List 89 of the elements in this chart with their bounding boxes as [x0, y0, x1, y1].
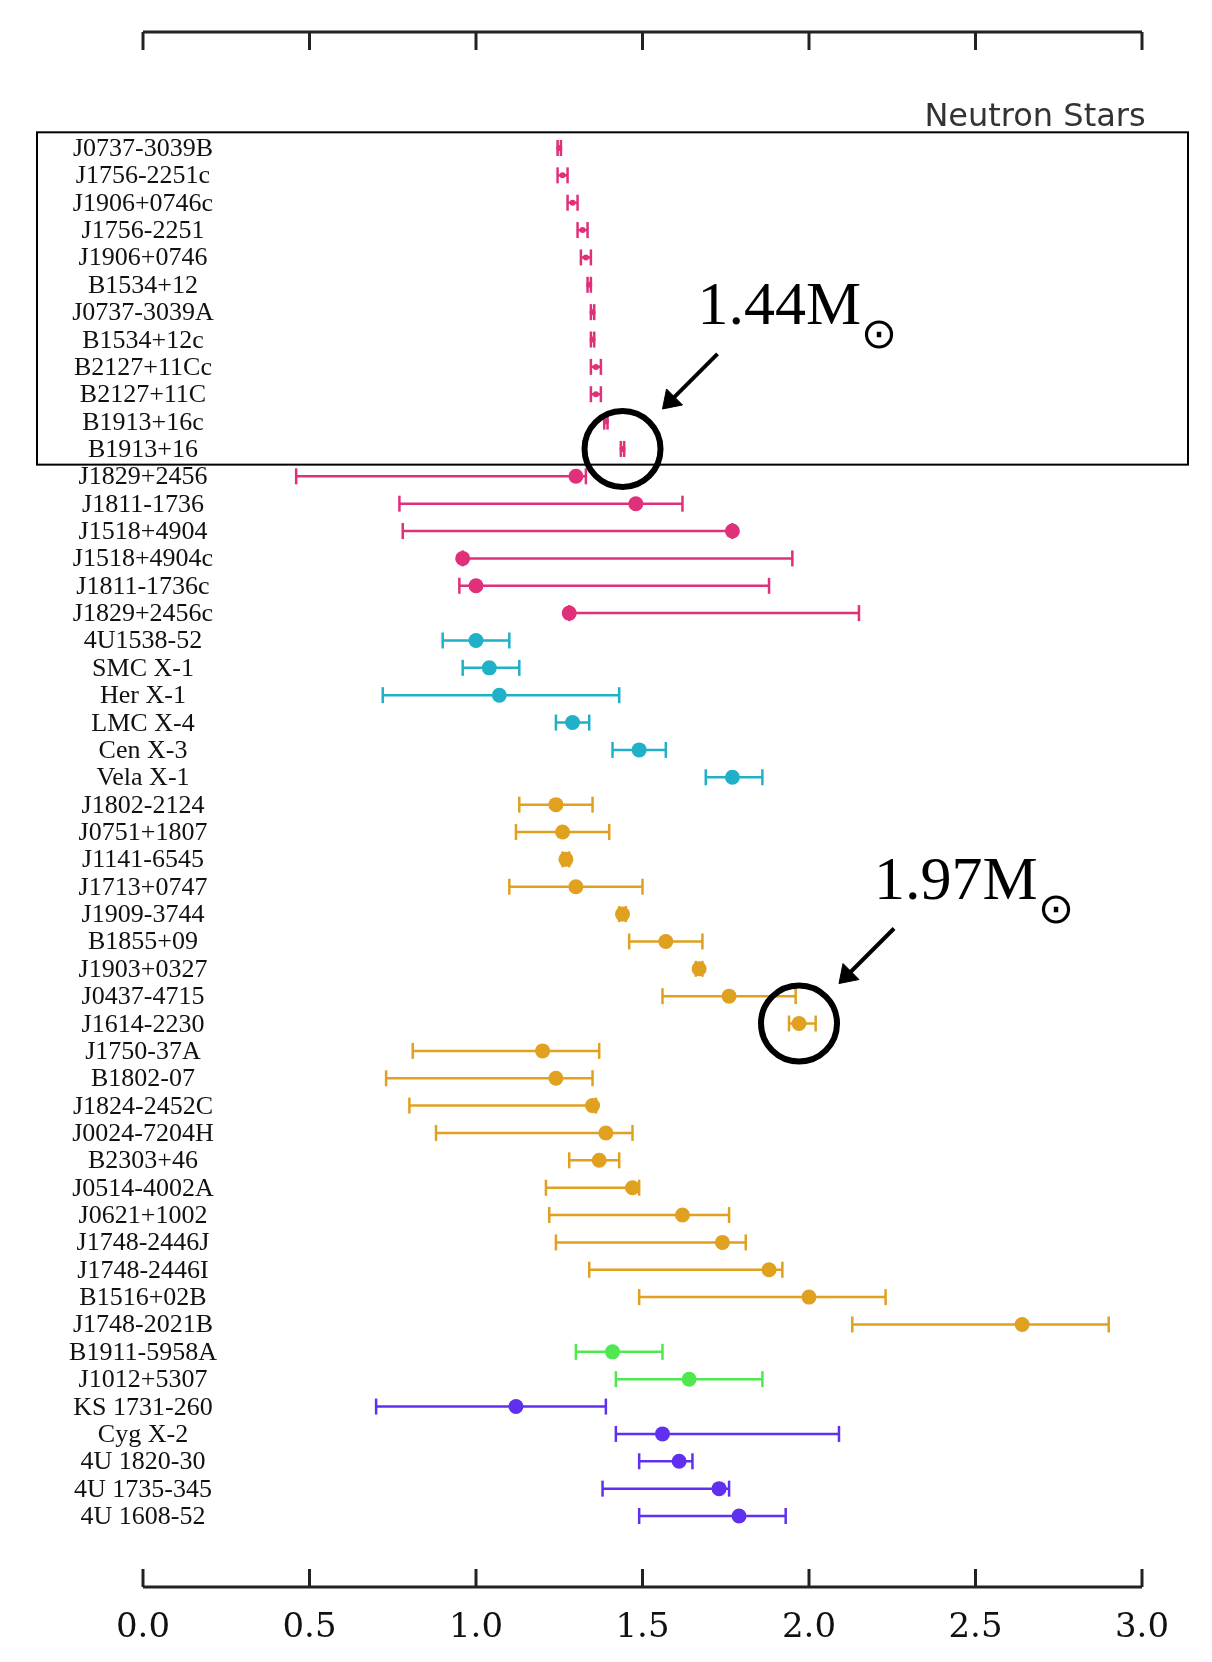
point	[654, 1426, 670, 1442]
point	[598, 1125, 614, 1141]
y-tick-label: B2127+11C	[79, 379, 207, 409]
y-tick-label: J1906+0746	[78, 242, 208, 272]
y-tick-label: J1748-2021B	[72, 1309, 214, 1339]
y-tick-label: J1909-3744	[81, 899, 205, 929]
annotation: 1.97M$_{⊙}$	[874, 843, 1074, 932]
y-tick-label: KS 1731-260	[73, 1391, 213, 1421]
x-tick-label: 0.5	[282, 1605, 337, 1645]
point	[548, 797, 564, 813]
y-tick-label: SMC X-1	[92, 652, 194, 682]
y-tick-label: LMC X-4	[91, 707, 195, 737]
y-tick-label: B1534+12	[87, 269, 199, 299]
point	[724, 769, 740, 785]
y-tick-label: J1756-2251c	[75, 160, 211, 190]
y-tick-label: J1811-1736	[82, 488, 204, 518]
y-tick-label: 4U 1820-30	[80, 1446, 206, 1476]
x-tick-label: 3.0	[1114, 1605, 1170, 1645]
x-tick-label: 1.5	[615, 1605, 670, 1645]
point	[568, 879, 584, 895]
point	[481, 660, 497, 676]
y-tick-label: J1518+4904	[78, 516, 208, 546]
y-tick-label: J1614-2230	[81, 1008, 205, 1038]
y-tick-label: J1518+4904c	[72, 543, 214, 573]
y-tick-label: J1748-2446I	[77, 1254, 209, 1284]
x-tick-label: 0.0	[115, 1605, 171, 1645]
y-tick-label: 4U1538-52	[83, 625, 203, 655]
y-tick-label: B1802-07	[91, 1063, 195, 1093]
y-tick-label: 4U 1735-345	[74, 1473, 212, 1503]
x-tick-label: 1.0	[448, 1605, 504, 1645]
point	[508, 1399, 524, 1415]
y-tick-label: J0437-4715	[81, 981, 205, 1011]
y-tick-label: J0024-7204H	[72, 1117, 214, 1147]
y-tick-label: J1141-6545	[82, 844, 204, 874]
y-tick-label: B1913+16c	[82, 406, 204, 436]
y-tick-label: J1829+2456c	[72, 598, 214, 628]
y-tick-label: B2303+46	[87, 1145, 199, 1175]
y-tick-label: B1911-5958A	[69, 1336, 218, 1366]
y-tick-label: J0621+1002	[78, 1200, 208, 1230]
point	[731, 1508, 747, 1524]
point	[468, 632, 484, 648]
y-tick-label: J0751+1807	[78, 817, 208, 846]
point	[721, 988, 737, 1004]
y-tick-label: J1829+2456	[78, 461, 208, 491]
point	[761, 1262, 777, 1278]
point	[711, 1481, 727, 1497]
point	[555, 824, 571, 840]
annotation: Neutron Stars	[924, 96, 1146, 135]
y-tick-label: J0514-4002A	[72, 1172, 214, 1202]
point	[605, 1344, 621, 1360]
point	[631, 742, 647, 758]
point	[548, 1070, 564, 1086]
y-tick-label: B2127+11Cc	[74, 351, 212, 381]
y-tick-label: J0737-3039B	[72, 133, 214, 162]
point	[591, 1152, 607, 1168]
point	[658, 933, 674, 949]
point	[671, 1453, 687, 1469]
y-tick-label: B1534+12c	[82, 324, 204, 354]
y-tick-label: J0737-3039A	[72, 297, 214, 327]
y-tick-label: J1903+0327	[78, 953, 208, 983]
y-tick-label: J1802-2124	[81, 789, 205, 819]
y-tick-label: J1906+0746c	[72, 187, 214, 217]
y-tick-label: B1913+16	[87, 433, 199, 463]
y-tick-label: Her X-1	[100, 680, 186, 710]
point	[491, 687, 507, 703]
annotation: 1.44M$_{⊙}$	[697, 268, 898, 357]
point	[801, 1289, 817, 1305]
point	[674, 1207, 690, 1223]
y-tick-label: J1750-37A	[85, 1035, 201, 1065]
point	[585, 1098, 601, 1114]
y-tick-label: J1748-2446J	[76, 1227, 210, 1257]
y-tick-label: Cen X-3	[98, 734, 188, 764]
point	[1014, 1316, 1030, 1332]
point	[565, 715, 581, 731]
y-tick-label: B1855+09	[87, 926, 199, 956]
point	[681, 1371, 697, 1387]
x-tick-label: 2.0	[781, 1605, 837, 1645]
point	[714, 1234, 730, 1250]
y-tick-label: J1824-2452C	[72, 1090, 214, 1120]
y-tick-label: J1713+0747	[78, 871, 208, 901]
y-tick-label: J1756-2251	[81, 215, 205, 245]
y-tick-label: Vela X-1	[96, 762, 190, 792]
y-tick-label: J1012+5307	[78, 1364, 208, 1394]
y-tick-label: B1516+02B	[79, 1282, 207, 1312]
y-tick-label: 4U 1608-52	[80, 1501, 206, 1530]
y-tick-label: J1811-1736c	[76, 570, 210, 600]
y-tick-label: Cyg X-2	[97, 1418, 189, 1448]
point	[535, 1043, 551, 1059]
x-tick-label: 2.5	[948, 1605, 1003, 1645]
